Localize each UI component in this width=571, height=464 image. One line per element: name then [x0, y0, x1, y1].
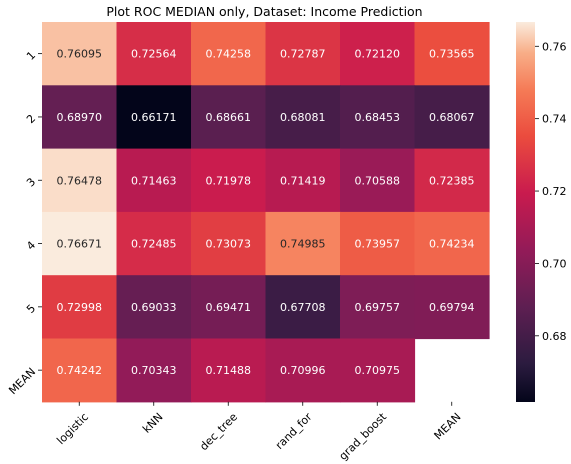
y-tick-label-2: 2: [24, 112, 38, 126]
heatmap-cell-r4-c5: [340, 211, 416, 276]
heatmap-cell-r5-c3: [191, 275, 267, 340]
heatmap-cell-r3-c3: [191, 148, 267, 213]
cell-value-label-r3-c3: 0.71978: [206, 174, 252, 187]
heatmap-cell-r4-c1: [42, 211, 118, 276]
x-tick-label-4: rand_for: [273, 410, 315, 452]
heatmap-cell-r2-c5: [340, 85, 416, 150]
heatmap-cell-r6-c5: [340, 338, 416, 403]
y-tick-label-1: 1: [24, 49, 38, 63]
heatmap-cell-r1-c1: [42, 22, 118, 86]
x-tick-label-1: logistic: [54, 410, 91, 447]
cell-value-label-r1-c5: 0.72120: [355, 48, 401, 61]
cell-value-label-r3-c6: 0.72385: [429, 174, 475, 187]
cell-value-label-r2-c2: 0.66171: [131, 111, 177, 124]
heatmap-cell-r3-c6: [414, 148, 490, 213]
cell-value-label-r6-c3: 0.71488: [206, 364, 252, 377]
heatmap-cell-r6-c3: [191, 338, 267, 403]
cell-value-label-r1-c4: 0.72787: [280, 48, 326, 61]
cell-value-label-r3-c1: 0.76478: [57, 174, 103, 187]
cell-value-label-r1-c2: 0.72564: [131, 48, 177, 61]
heatmap-cell-r5-c6: [414, 275, 490, 340]
y-tick-label-5: 5: [24, 302, 38, 316]
heatmap-cell-r2-c2: [116, 85, 192, 150]
heatmap-cell-r1-c6: [414, 22, 490, 86]
heatmap-cells: 0.76095 0.72564 0.74258 0.72787 0.72120 0.735…: [42, 22, 490, 403]
chart-title: Plot ROC MEDIAN only, Dataset: Income Pr…: [106, 4, 422, 19]
heatmap-cell-r4-c2: [116, 211, 192, 276]
heatmap-cell-r6-c4: [265, 338, 341, 403]
heatmap-cell-r3-c2: [116, 148, 192, 213]
cell-value-label-r6-c4: 0.70996: [280, 364, 326, 377]
x-tick-label-3: dec_tree: [197, 410, 240, 453]
y-tick-labels: 1 2 3 4 5 MEAN: [6, 49, 42, 397]
heatmap-cell-r4-c4: [265, 211, 341, 276]
cell-value-label-r6-c5: 0.70975: [355, 364, 401, 377]
heatmap-cell-r3-c4: [265, 148, 341, 213]
colorbar-ticks: 0.68 0.70 0.72 0.74 0.76: [535, 40, 567, 343]
cell-value-label-r2-c1: 0.68970: [57, 111, 103, 124]
colorbar-tick-label-4: 0.74: [542, 113, 567, 126]
cell-value-label-r3-c5: 0.70588: [355, 174, 401, 187]
cell-value-label-r1-c3: 0.74258: [206, 48, 252, 61]
heatmap-cell-r3-c5: [340, 148, 416, 213]
x-tick-label-2: kNN: [140, 410, 165, 435]
y-tick-label-3: 3: [24, 175, 38, 189]
heatmap-cell-r5-c5: [340, 275, 416, 340]
heatmap-cell-r5-c4: [265, 275, 341, 340]
x-tick-labels: logistic kNN dec_tree rand_for grad_boost MEA…: [54, 401, 464, 463]
colorbar: [516, 22, 535, 402]
heatmap-cell-r1-c2: [116, 22, 192, 86]
cell-value-label-r5-c5: 0.69757: [355, 301, 401, 314]
colorbar-tick-label-2: 0.70: [542, 257, 567, 270]
heatmap-cell-r4-c6: [414, 211, 490, 276]
heatmap-cell-r3-c1: [42, 148, 118, 213]
cell-value-label-r4-c4: 0.74985: [280, 238, 326, 251]
cell-value-label-r5-c6: 0.69794: [429, 301, 475, 314]
cell-value-label-r4-c2: 0.72485: [131, 238, 177, 251]
cell-value-label-r5-c2: 0.69033: [131, 301, 177, 314]
heatmap-cell-r2-c6: [414, 85, 490, 150]
heatmap-cell-r5-c2: [116, 275, 192, 340]
heatmap-cell-r2-c3: [191, 85, 267, 150]
heatmap-cell-r6-c2: [116, 338, 192, 403]
cell-value-label-r2-c4: 0.68081: [280, 111, 326, 124]
colorbar-tick-label-1: 0.68: [542, 330, 567, 343]
heatmap-cell-r2-c1: [42, 85, 118, 150]
cell-value-label-r5-c4: 0.67708: [280, 301, 326, 314]
heatmap-cell-r5-c1: [42, 275, 118, 340]
cell-value-label-r3-c4: 0.71419: [280, 174, 326, 187]
cell-value-label-r1-c6: 0.73565: [429, 48, 475, 61]
cell-value-label-r6-c1: 0.74242: [57, 364, 103, 377]
cell-value-label-r2-c3: 0.68661: [206, 111, 252, 124]
colorbar-tick-label-5: 0.76: [542, 40, 567, 53]
colorbar-tick-label-3: 0.72: [542, 185, 567, 198]
y-tick-label-6: MEAN: [6, 365, 38, 397]
cell-value-label-r5-c1: 0.72998: [57, 301, 103, 314]
heatmap-cell-r1-c3: [191, 22, 267, 86]
cell-value-label-r6-c2: 0.70343: [131, 364, 177, 377]
heatmap-cell-r2-c4: [265, 85, 341, 150]
cell-value-label-r4-c5: 0.73957: [355, 238, 401, 251]
cell-value-label-r2-c6: 0.68067: [429, 111, 475, 124]
heatmap-cell-r4-c3: [191, 211, 267, 276]
x-tick-label-5: grad_boost: [337, 410, 390, 463]
cell-value-label-r1-c1: 0.76095: [57, 48, 103, 61]
cell-value-label-r3-c2: 0.71463: [131, 174, 177, 187]
heatmap-cell-r6-c1: [42, 338, 118, 403]
heatmap-cell-r1-c5: [340, 22, 416, 86]
heatmap-cell-r1-c4: [265, 22, 341, 86]
cell-value-label-r2-c5: 0.68453: [355, 111, 401, 124]
cell-value-label-r4-c6: 0.74234: [429, 238, 475, 251]
cell-value-label-r4-c3: 0.73073: [206, 238, 252, 251]
y-tick-label-4: 4: [24, 239, 38, 253]
cell-value-label-r5-c3: 0.69471: [206, 301, 252, 314]
cell-value-label-r4-c1: 0.76671: [57, 238, 103, 251]
x-tick-label-6: MEAN: [432, 410, 464, 442]
